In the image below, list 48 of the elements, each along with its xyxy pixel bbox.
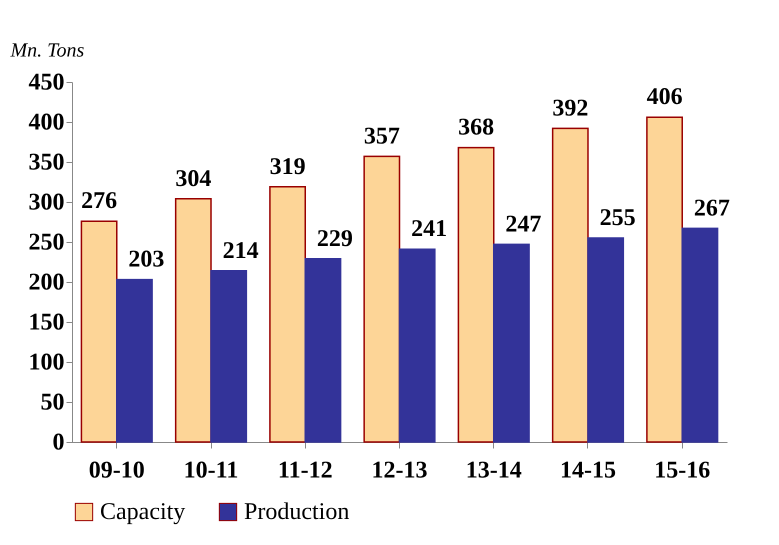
bar bbox=[363, 156, 400, 443]
bar bbox=[116, 278, 153, 443]
legend-label: Capacity bbox=[100, 499, 186, 525]
x-tick-label: 13-14 bbox=[466, 458, 522, 484]
bar bbox=[269, 186, 306, 443]
bar bbox=[80, 220, 118, 443]
data-label: 276 bbox=[81, 188, 118, 214]
bar bbox=[552, 128, 589, 443]
bar bbox=[646, 116, 683, 443]
x-tick-label: 15-16 bbox=[654, 458, 710, 484]
data-label: 304 bbox=[175, 166, 212, 192]
bar bbox=[681, 228, 718, 443]
y-tick-label: 200 bbox=[28, 270, 64, 296]
y-tick-label: 350 bbox=[28, 150, 64, 176]
x-tick-label: 12-13 bbox=[372, 458, 428, 484]
bar bbox=[587, 237, 624, 443]
bar bbox=[174, 198, 212, 443]
bar bbox=[304, 258, 342, 443]
x-tick-label: 09-10 bbox=[88, 458, 145, 484]
data-label: 406 bbox=[646, 84, 683, 110]
data-label: 368 bbox=[458, 114, 494, 141]
y-tick-label: 0 bbox=[52, 430, 64, 456]
data-label: 241 bbox=[411, 216, 448, 242]
y-tick-label: 250 bbox=[28, 230, 64, 256]
y-tick-label: 300 bbox=[28, 190, 64, 216]
data-label: 229 bbox=[316, 226, 353, 252]
x-tick-label: 14-15 bbox=[560, 458, 616, 484]
x-tick-label: 10-11 bbox=[184, 458, 238, 484]
data-label: 357 bbox=[364, 123, 400, 150]
bar bbox=[492, 244, 530, 443]
bar bbox=[458, 146, 494, 443]
bar bbox=[210, 270, 248, 443]
data-label: 392 bbox=[552, 95, 588, 122]
x-tick-label: 11-12 bbox=[278, 458, 333, 484]
y-tick-label: 50 bbox=[40, 390, 64, 416]
legend-label: Production bbox=[244, 499, 350, 525]
data-label: 214 bbox=[222, 238, 259, 264]
data-label: 255 bbox=[600, 205, 636, 231]
y-tick-label: 400 bbox=[28, 110, 64, 136]
y-tick-label: 150 bbox=[28, 310, 64, 336]
data-label: 267 bbox=[694, 195, 730, 222]
bar bbox=[398, 248, 436, 443]
data-label: 319 bbox=[270, 154, 306, 180]
data-label: 203 bbox=[128, 246, 164, 273]
y-tick-label: 450 bbox=[28, 70, 64, 96]
y-axis-title: Mn. Tons bbox=[10, 40, 84, 62]
data-label: 247 bbox=[505, 211, 542, 238]
y-tick-label: 100 bbox=[28, 350, 64, 376]
